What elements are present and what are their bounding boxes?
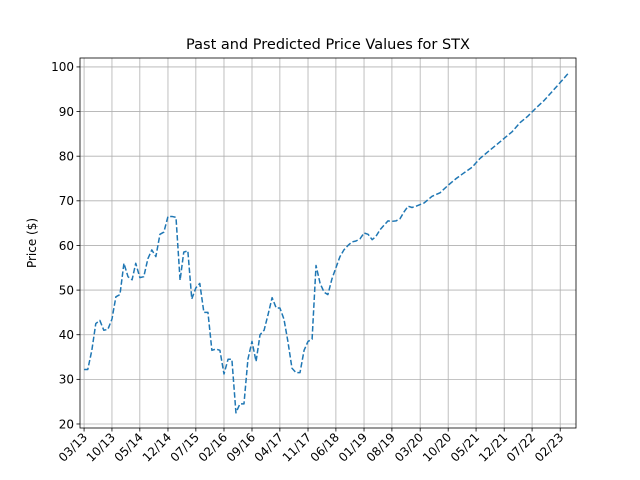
plot-frame — [79, 57, 577, 429]
y-tick-label: 90 — [59, 105, 74, 119]
y-axis-label: Price ($) — [25, 218, 39, 268]
y-tick-label: 20 — [59, 417, 74, 431]
price-series-line — [84, 73, 569, 414]
y-tick-label: 30 — [59, 373, 74, 387]
y-tick-label: 80 — [59, 149, 74, 163]
series-layer — [84, 73, 569, 414]
y-tick-label: 100 — [51, 60, 74, 74]
y-tick-label: 60 — [59, 239, 74, 253]
y-tick-label: 50 — [59, 283, 74, 297]
grid — [80, 58, 576, 428]
y-axis: 20 30 40 50 60 70 80 90 100 — [51, 60, 80, 431]
chart-title: Past and Predicted Price Values for STX — [186, 37, 470, 53]
y-tick-label: 70 — [59, 194, 74, 208]
y-tick-label: 40 — [59, 328, 74, 342]
